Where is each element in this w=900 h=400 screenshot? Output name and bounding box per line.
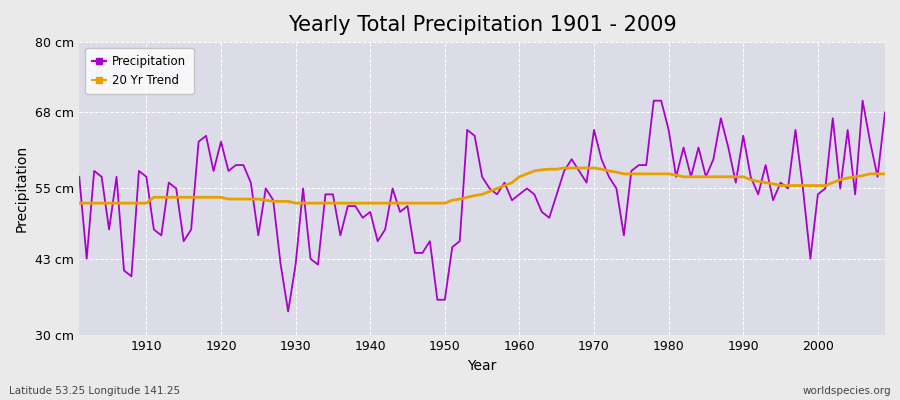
Text: Latitude 53.25 Longitude 141.25: Latitude 53.25 Longitude 141.25 bbox=[9, 386, 180, 396]
Y-axis label: Precipitation: Precipitation bbox=[15, 145, 29, 232]
Text: worldspecies.org: worldspecies.org bbox=[803, 386, 891, 396]
Title: Yearly Total Precipitation 1901 - 2009: Yearly Total Precipitation 1901 - 2009 bbox=[288, 15, 677, 35]
X-axis label: Year: Year bbox=[467, 359, 497, 373]
Legend: Precipitation, 20 Yr Trend: Precipitation, 20 Yr Trend bbox=[86, 48, 194, 94]
